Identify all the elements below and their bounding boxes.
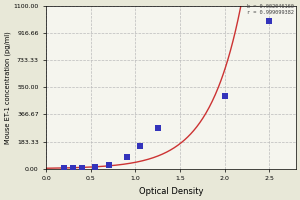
Text: b = 0.002046160
r = 0.999099382: b = 0.002046160 r = 0.999099382 [247, 4, 294, 15]
Point [155, 126, 160, 130]
Point [80, 166, 84, 169]
Point [93, 165, 98, 168]
Point [62, 167, 67, 170]
Point [106, 164, 111, 167]
Point [222, 95, 227, 98]
X-axis label: Optical Density: Optical Density [139, 187, 203, 196]
Point [267, 19, 272, 23]
Point [137, 144, 142, 147]
Y-axis label: Mouse ET-1 concentration (pg/ml): Mouse ET-1 concentration (pg/ml) [4, 31, 11, 144]
Point [124, 155, 129, 158]
Point [71, 167, 76, 170]
